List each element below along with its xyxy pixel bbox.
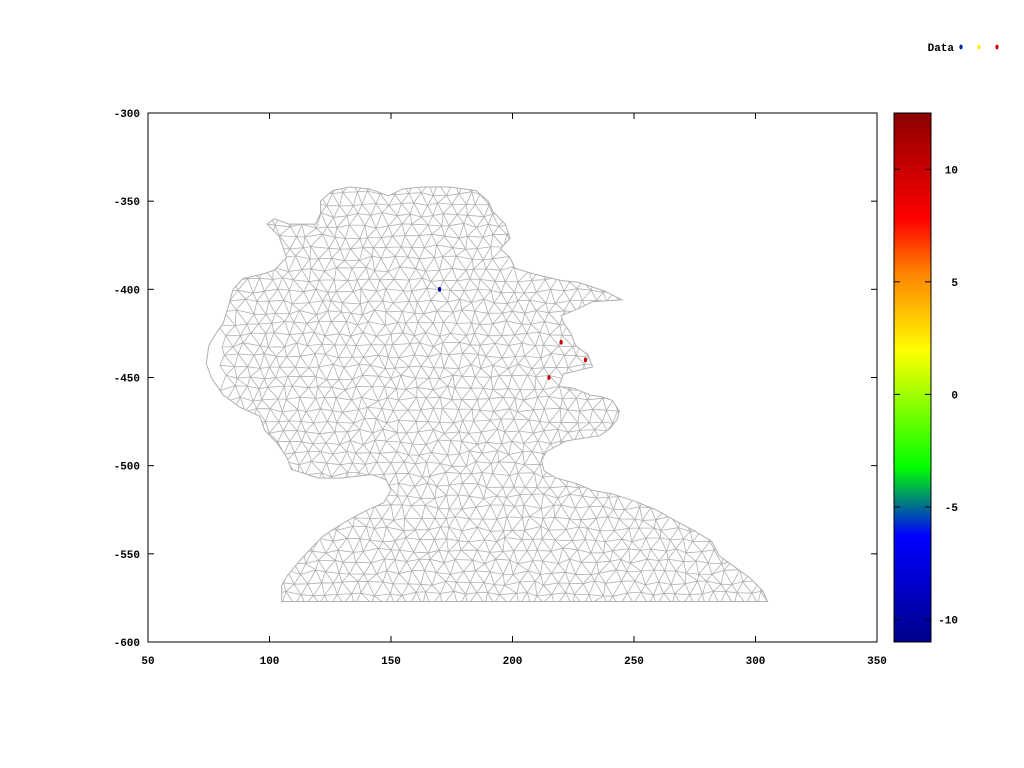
colorbar-tick-label: -5 — [945, 503, 959, 515]
mesh-edges — [216, 187, 768, 602]
mesh-outline — [205, 186, 769, 602]
data-point — [438, 286, 442, 292]
triangular-mesh — [205, 186, 769, 602]
legend: Data — [928, 43, 999, 55]
x-tick-label: 350 — [867, 656, 887, 668]
legend-marker — [959, 44, 963, 50]
x-tick-label: 200 — [503, 656, 523, 668]
y-tick-label: -400 — [114, 285, 140, 297]
y-axis-ticks: -300 -350 -400 -450 -500 -550 -600 — [114, 109, 877, 650]
legend-marker — [995, 44, 999, 50]
x-tick-label: 100 — [260, 656, 280, 668]
data-point — [547, 375, 551, 380]
colorbar-tick-label: -10 — [938, 615, 958, 627]
data-point — [559, 339, 563, 345]
x-axis-ticks: 50 100 150 200 250 300 350 — [141, 113, 887, 668]
colorbar: 10 5 0 -5 -10 — [893, 112, 959, 643]
data-point — [583, 357, 588, 363]
colorbar-tick-label: 0 — [951, 390, 958, 402]
y-tick-label: -500 — [114, 462, 140, 474]
colorbar-tick-label: 5 — [951, 278, 958, 290]
colorbar-gradient — [893, 112, 932, 643]
x-tick-label: 50 — [141, 656, 154, 668]
colorbar-tick-label: 10 — [945, 165, 958, 177]
y-tick-label: -600 — [114, 638, 140, 650]
y-tick-label: -350 — [114, 197, 140, 209]
y-tick-label: -300 — [114, 109, 140, 121]
y-tick-label: -550 — [114, 550, 140, 562]
x-tick-label: 250 — [624, 656, 644, 668]
x-tick-label: 150 — [381, 656, 401, 668]
legend-label: Data — [928, 43, 955, 55]
legend-marker — [977, 44, 981, 50]
data-points — [438, 286, 588, 380]
y-tick-label: -450 — [114, 374, 140, 386]
x-tick-label: 300 — [746, 656, 766, 668]
